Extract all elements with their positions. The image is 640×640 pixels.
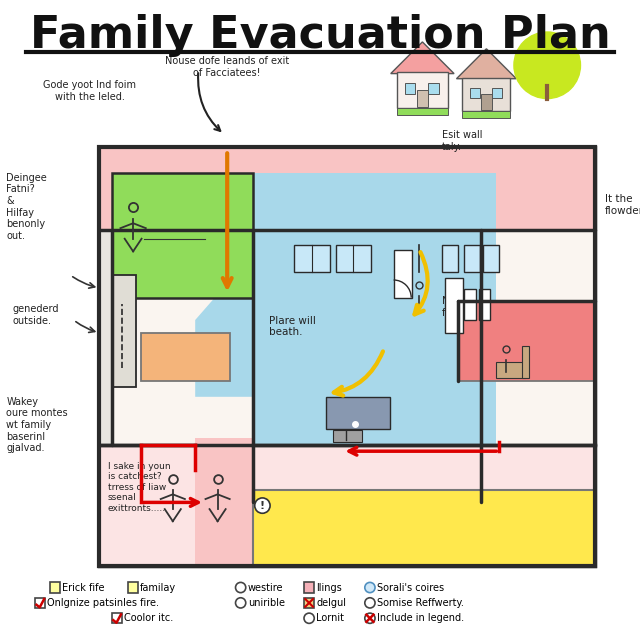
Text: Farialted
setoice.: Farialted setoice. — [147, 348, 189, 369]
FancyBboxPatch shape — [417, 90, 428, 107]
FancyBboxPatch shape — [195, 438, 253, 566]
FancyBboxPatch shape — [304, 598, 314, 608]
FancyBboxPatch shape — [397, 72, 448, 108]
Text: westire: westire — [248, 582, 283, 593]
FancyBboxPatch shape — [304, 582, 314, 593]
FancyBboxPatch shape — [479, 289, 490, 320]
Text: Deingee
Fatni?
&
Hilfay
benonly
out.: Deingee Fatni? & Hilfay benonly out. — [6, 173, 47, 241]
FancyBboxPatch shape — [397, 108, 448, 115]
FancyBboxPatch shape — [483, 245, 499, 272]
Text: Cotdaing
encelatons
fore over and
cpetsials.: Cotdaing encelatons fore over and cpetsi… — [461, 317, 518, 357]
FancyBboxPatch shape — [445, 278, 463, 333]
Text: Include in legend.: Include in legend. — [377, 613, 464, 623]
Text: delgul: delgul — [316, 598, 346, 608]
Text: Somise Reffwerty.: Somise Reffwerty. — [377, 598, 464, 608]
Text: Nen of
ficture.: Nen of ficture. — [442, 296, 476, 318]
Circle shape — [255, 498, 270, 513]
Text: Lornit: Lornit — [316, 613, 344, 623]
FancyBboxPatch shape — [522, 346, 529, 378]
FancyBboxPatch shape — [294, 245, 330, 272]
Polygon shape — [456, 49, 516, 79]
FancyBboxPatch shape — [128, 582, 138, 593]
Text: Family Evacuation Plan: Family Evacuation Plan — [29, 13, 611, 57]
Circle shape — [304, 613, 314, 623]
FancyBboxPatch shape — [141, 333, 230, 381]
FancyBboxPatch shape — [50, 582, 60, 593]
FancyBboxPatch shape — [394, 250, 412, 298]
Circle shape — [365, 582, 375, 593]
FancyBboxPatch shape — [458, 301, 595, 381]
FancyBboxPatch shape — [397, 173, 496, 445]
FancyBboxPatch shape — [112, 173, 253, 298]
FancyBboxPatch shape — [99, 230, 112, 467]
Circle shape — [236, 582, 246, 593]
Text: I ton safe but
in it casth,
defet!: I ton safe but in it casth, defet! — [144, 208, 209, 241]
FancyBboxPatch shape — [253, 490, 595, 566]
Text: unirible: unirible — [248, 598, 285, 608]
FancyBboxPatch shape — [463, 77, 510, 111]
FancyBboxPatch shape — [112, 275, 136, 387]
FancyBboxPatch shape — [496, 362, 525, 378]
FancyBboxPatch shape — [35, 598, 45, 608]
Text: Sorali's coires: Sorali's coires — [377, 582, 444, 593]
FancyBboxPatch shape — [470, 88, 480, 98]
Text: familay: familay — [140, 582, 176, 593]
FancyBboxPatch shape — [463, 111, 510, 118]
FancyBboxPatch shape — [333, 430, 362, 442]
FancyBboxPatch shape — [428, 83, 438, 93]
Text: genederd
outside.: genederd outside. — [13, 304, 60, 326]
FancyBboxPatch shape — [405, 83, 415, 93]
Text: Esit wall
taly.: Esit wall taly. — [442, 130, 482, 152]
FancyBboxPatch shape — [195, 440, 253, 566]
Circle shape — [514, 32, 580, 99]
Circle shape — [365, 598, 375, 608]
Circle shape — [365, 613, 375, 623]
FancyBboxPatch shape — [99, 147, 595, 230]
FancyBboxPatch shape — [464, 245, 480, 272]
Text: Nouse dofe leands of exit
of Facciatees!: Nouse dofe leands of exit of Facciatees! — [165, 56, 289, 78]
Text: Plare will
beath.: Plare will beath. — [269, 316, 316, 337]
Polygon shape — [195, 294, 253, 397]
Text: Wakey
oure montes
wt family
baserinl
gjalvad.: Wakey oure montes wt family baserinl gja… — [6, 397, 68, 453]
Circle shape — [236, 598, 246, 608]
FancyBboxPatch shape — [492, 88, 502, 98]
Text: Coolor itc.: Coolor itc. — [124, 613, 173, 623]
Text: llings: llings — [316, 582, 342, 593]
FancyBboxPatch shape — [112, 613, 122, 623]
Text: Gode yoot Ind foim
with the leled.: Gode yoot Ind foim with the leled. — [43, 80, 136, 102]
FancyBboxPatch shape — [442, 245, 458, 272]
FancyBboxPatch shape — [481, 94, 492, 110]
Text: It the
flowder.: It the flowder. — [605, 194, 640, 216]
FancyBboxPatch shape — [253, 173, 477, 445]
FancyBboxPatch shape — [99, 147, 595, 566]
Polygon shape — [390, 42, 454, 74]
FancyBboxPatch shape — [326, 397, 390, 429]
Text: I sake in youn
is catchest?
trress of liaw
ssenal
exittronts.....: I sake in youn is catchest? trress of li… — [108, 462, 170, 513]
Text: Srrow safe, out to raiy exit.
for that lage.- Furing daing ant
aneruntaiers quit: Srrow safe, out to raiy exit. for that l… — [275, 494, 426, 527]
Text: !: ! — [260, 500, 265, 511]
FancyBboxPatch shape — [336, 245, 371, 272]
FancyBboxPatch shape — [464, 289, 476, 320]
FancyBboxPatch shape — [99, 445, 595, 566]
Text: Onlgnize patsinles fire.: Onlgnize patsinles fire. — [47, 598, 159, 608]
Text: Erick fife: Erick fife — [62, 582, 104, 593]
